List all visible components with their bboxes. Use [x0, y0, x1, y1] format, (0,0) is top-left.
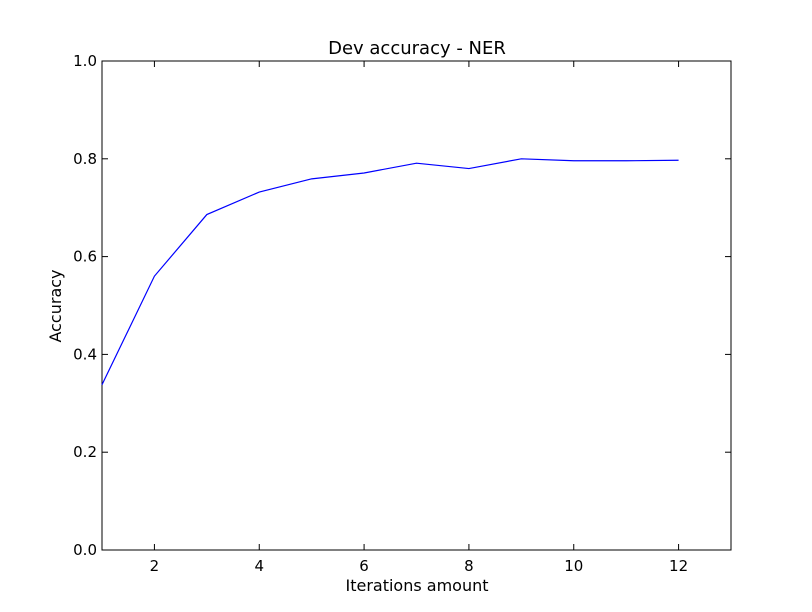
series-line-0	[101, 158, 679, 385]
y-axis-label: Accuracy	[46, 269, 65, 342]
x-tick-label: 8	[464, 557, 474, 575]
y-tick-label: 0.0	[73, 541, 97, 559]
y-tick-label: 1.0	[73, 52, 97, 70]
x-axis-label: Iterations amount	[345, 576, 488, 595]
tick-layer	[102, 60, 731, 551]
plot-frame	[101, 60, 732, 551]
plot-area	[101, 60, 732, 551]
y-tick-label: 0.6	[73, 248, 97, 266]
chart-title: Dev accuracy - NER	[328, 38, 506, 59]
y-tick-label: 0.8	[73, 150, 97, 168]
x-tick-label: 2	[150, 557, 160, 575]
x-tick-label: 6	[359, 557, 369, 575]
y-tick-label: 0.4	[73, 345, 97, 363]
tick-label-layer: 2 4 6 8 10 12 0.0 0.2 0.4 0.6 0.8 1.0	[73, 52, 688, 575]
y-tick-label: 0.2	[73, 443, 97, 461]
x-tick-label: 10	[564, 557, 583, 575]
x-tick-label: 12	[669, 557, 688, 575]
x-tick-label: 4	[254, 557, 264, 575]
data-layer	[101, 158, 679, 385]
